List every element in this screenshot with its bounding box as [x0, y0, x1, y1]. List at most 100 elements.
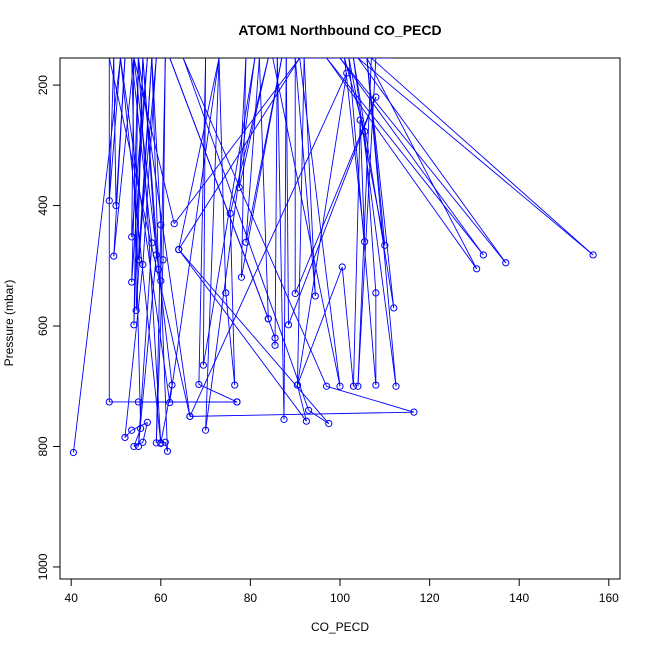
series-segment: [303, 58, 316, 296]
series-segment: [133, 58, 173, 386]
series-segment: [359, 120, 366, 242]
series-segment: [169, 58, 269, 319]
data-point: [356, 116, 364, 124]
y-tick-label: 400: [36, 195, 50, 215]
x-axis-label: CO_PECD: [311, 620, 369, 634]
series-segment: [366, 58, 397, 387]
series-segment: [326, 58, 478, 270]
series-segment: [72, 58, 121, 453]
data-point: [284, 321, 293, 329]
series-segment: [299, 58, 341, 387]
series-segment: [285, 58, 289, 325]
data-point: [589, 251, 597, 259]
series-segment: [189, 72, 348, 417]
series-segment: [178, 249, 330, 424]
series-segment: [205, 58, 220, 431]
series-segment: [339, 58, 484, 256]
series-segment: [160, 58, 166, 281]
series-segment: [225, 292, 236, 386]
data-point: [134, 442, 142, 451]
x-tick-label: 160: [599, 591, 619, 605]
series-segment: [108, 58, 191, 417]
series-segment: [113, 58, 126, 257]
data-point: [237, 273, 246, 281]
series-segment: [160, 441, 166, 444]
series-segment: [366, 58, 395, 309]
data-point: [233, 398, 241, 406]
data-point: [202, 426, 210, 434]
series-lines: [72, 58, 594, 453]
data-point: [410, 408, 418, 416]
series-segment: [357, 58, 594, 256]
series-segment: [182, 58, 310, 411]
series-segment: [131, 58, 153, 243]
data-point: [168, 381, 176, 389]
data-point: [222, 289, 230, 297]
data-point: [157, 221, 165, 229]
series-segment: [240, 58, 247, 278]
series-segment: [297, 266, 343, 386]
x-tick-label: 120: [420, 591, 440, 605]
series-segment: [169, 58, 220, 403]
data-point: [372, 93, 380, 101]
data-point: [291, 289, 299, 298]
data-point: [392, 382, 400, 390]
series-segment: [326, 58, 484, 256]
data-point: [325, 420, 333, 428]
data-point: [134, 398, 142, 406]
data-point: [354, 382, 362, 390]
data-point: [479, 251, 487, 259]
series-segment: [198, 384, 238, 403]
series-segment: [189, 411, 414, 417]
series-segment: [296, 72, 348, 386]
series-segment: [151, 58, 162, 225]
series-segment: [137, 58, 162, 444]
series-segment: [178, 249, 307, 422]
data-point: [302, 417, 310, 425]
series-segment: [357, 58, 377, 387]
series-segment: [366, 58, 478, 270]
data-point: [235, 183, 243, 192]
data-point: [264, 315, 272, 323]
series-segment: [339, 58, 507, 264]
series-segment: [120, 58, 171, 403]
series-segment: [133, 58, 175, 224]
series-segment: [294, 58, 316, 296]
x-tick-label: 140: [509, 591, 529, 605]
data-point: [137, 424, 145, 433]
data-point: [305, 406, 313, 414]
series-segment: [218, 58, 227, 293]
series-segment: [297, 384, 307, 422]
series-segment: [348, 58, 377, 386]
series-segment: [202, 58, 256, 366]
data-point: [69, 448, 78, 457]
data-point: [163, 447, 172, 455]
data-point: [186, 412, 194, 420]
series-segment: [274, 58, 278, 346]
data-point: [336, 382, 344, 390]
data-point: [130, 442, 138, 451]
data-point: [170, 220, 178, 228]
data-point: [175, 245, 183, 254]
data-point: [293, 381, 302, 389]
data-point: [157, 439, 165, 448]
series-segment: [229, 213, 236, 386]
x-tick-label: 80: [244, 591, 258, 605]
x-tick-label: 40: [65, 591, 79, 605]
data-point: [271, 334, 279, 342]
data-point: [280, 415, 288, 423]
data-point: [231, 381, 239, 389]
series-segment: [151, 58, 160, 270]
data-point: [130, 321, 138, 329]
series-segment: [352, 58, 397, 387]
chart-title: ATOM1 Northbound CO_PECD: [238, 22, 441, 38]
y-axis-label: Pressure (mbar): [2, 280, 16, 367]
y-axis: 200 400 600 800 1000: [36, 75, 60, 580]
series-segment: [205, 58, 256, 431]
data-point: [157, 277, 165, 285]
series-segment: [182, 58, 327, 387]
series-segment: [160, 384, 173, 443]
x-axis: 40 60 80 100 120 140 160: [65, 579, 619, 605]
